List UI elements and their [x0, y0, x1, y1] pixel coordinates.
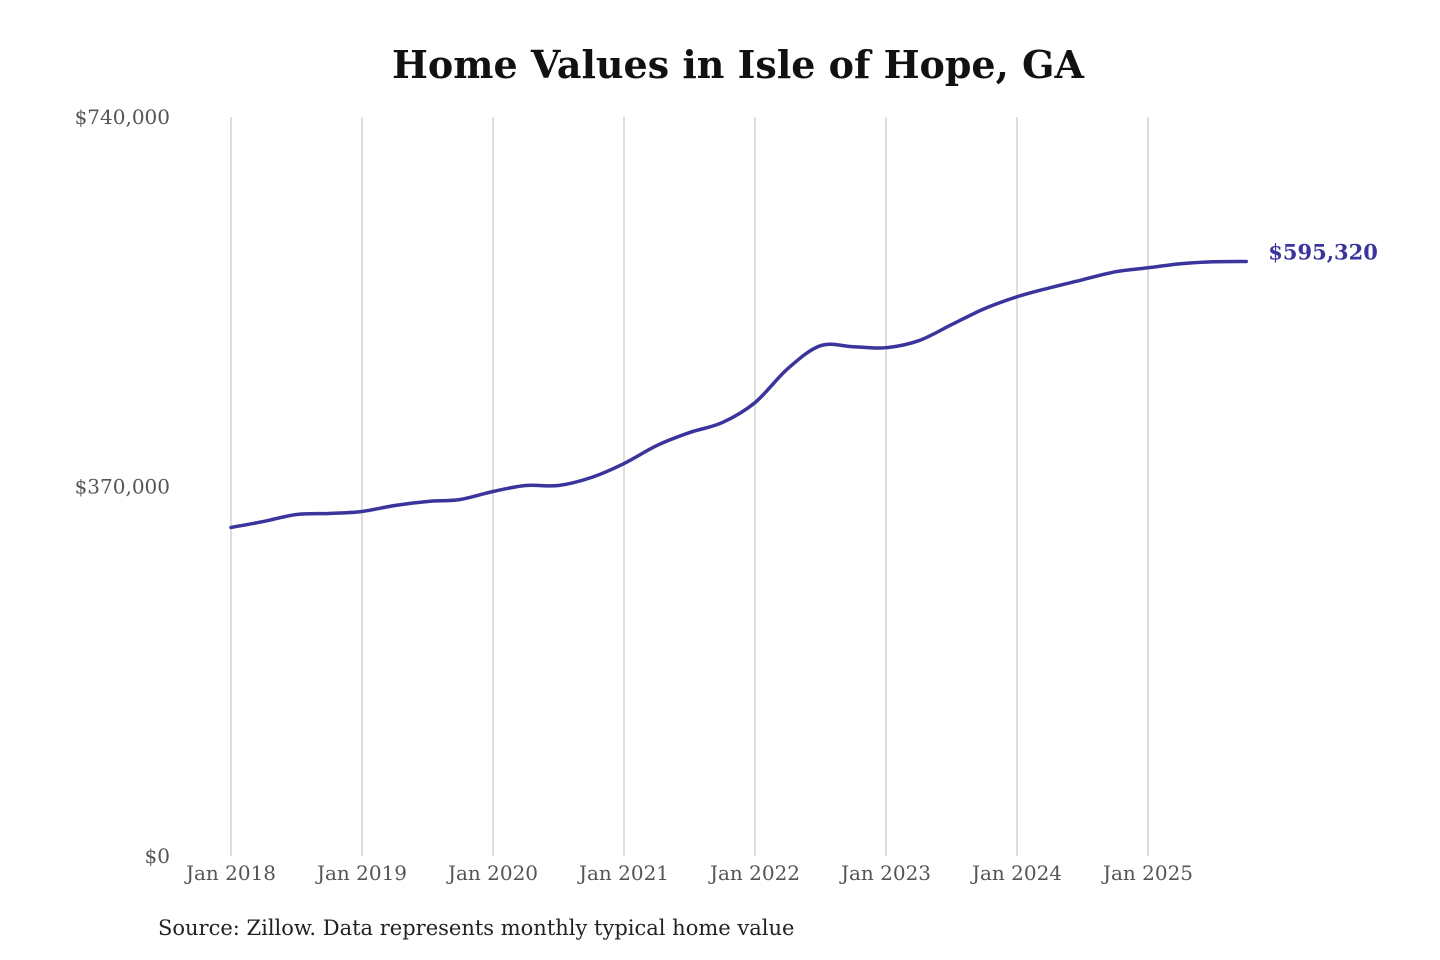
x-tick-label: Jan 2018 — [184, 861, 276, 885]
x-tick-label: Jan 2021 — [577, 861, 669, 885]
x-tick-label: Jan 2019 — [315, 861, 407, 885]
x-tick-label: Jan 2022 — [708, 861, 800, 885]
end-value-label: $595,320 — [1268, 239, 1378, 264]
source-note: Source: Zillow. Data represents monthly … — [158, 916, 795, 940]
series-line — [229, 259, 1248, 530]
x-tick-label: Jan 2025 — [1101, 861, 1193, 885]
chart-title: Home Values in Isle of Hope, GA — [392, 42, 1084, 87]
x-tick-label: Jan 2024 — [970, 861, 1062, 885]
y-tick-label: $370,000 — [75, 475, 170, 499]
x-tick-label: Jan 2020 — [446, 861, 538, 885]
x-tick-label: Jan 2023 — [839, 861, 931, 885]
y-tick-label: $0 — [145, 844, 170, 868]
y-tick-label: $740,000 — [75, 105, 170, 129]
